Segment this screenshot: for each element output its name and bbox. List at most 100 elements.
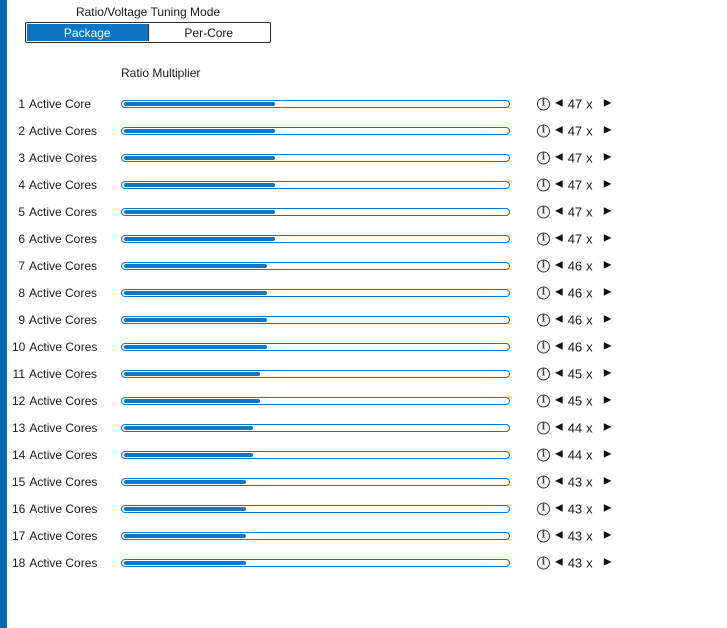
info-icon[interactable]: i [537, 151, 550, 164]
ratio-value-group: 43 x [568, 501, 599, 516]
ratio-slider[interactable] [121, 450, 510, 459]
active-core-row: 2 Active Cores i ◀ 47 x ▶ [0, 117, 727, 144]
core-count: 2 [18, 123, 25, 138]
decrease-ratio-button[interactable]: ◀ [555, 502, 563, 514]
core-count-suffix: Active Cores [29, 123, 98, 138]
increase-ratio-button[interactable]: ▶ [603, 232, 612, 244]
ratio-slider[interactable] [121, 342, 510, 351]
ratio-slider[interactable] [121, 396, 510, 405]
info-icon[interactable]: i [537, 475, 550, 488]
ratio-slider[interactable] [121, 153, 510, 162]
active-core-label: 16 Active Cores [12, 502, 97, 516]
info-icon[interactable]: i [537, 340, 550, 353]
ratio-slider[interactable] [121, 180, 510, 189]
info-icon[interactable]: i [537, 448, 550, 461]
decrease-ratio-button[interactable]: ◀ [555, 313, 563, 325]
ratio-slider[interactable] [121, 261, 510, 270]
ratio-value-group: 45 x [568, 393, 599, 408]
decrease-ratio-button[interactable]: ◀ [555, 232, 563, 244]
ratio-controls: i ◀ 47 x ▶ [537, 204, 611, 219]
info-icon[interactable]: i [537, 556, 550, 569]
ratio-slider[interactable] [121, 99, 510, 108]
core-count-suffix: Active Cores [29, 150, 98, 165]
ratio-slider-fill [124, 263, 268, 268]
increase-ratio-button[interactable]: ▶ [603, 529, 612, 541]
info-icon[interactable]: i [537, 124, 550, 137]
ratio-controls: i ◀ 45 x ▶ [537, 393, 611, 408]
increase-ratio-button[interactable]: ▶ [603, 259, 612, 271]
decrease-ratio-button[interactable]: ◀ [555, 475, 563, 487]
increase-ratio-button[interactable]: ▶ [603, 340, 612, 352]
decrease-ratio-button[interactable]: ◀ [555, 529, 563, 541]
increase-ratio-button[interactable]: ▶ [603, 448, 612, 460]
ratio-slider[interactable] [121, 126, 510, 135]
active-core-row: 14 Active Cores i ◀ 44 x ▶ [0, 441, 727, 468]
increase-ratio-button[interactable]: ▶ [603, 97, 612, 109]
increase-ratio-button[interactable]: ▶ [603, 475, 612, 487]
decrease-ratio-button[interactable]: ◀ [555, 340, 563, 352]
decrease-ratio-button[interactable]: ◀ [555, 556, 563, 568]
decrease-ratio-button[interactable]: ◀ [555, 178, 563, 190]
ratio-slider[interactable] [121, 207, 510, 216]
info-icon[interactable]: i [537, 232, 550, 245]
ratio-controls: i ◀ 43 x ▶ [537, 474, 611, 489]
increase-ratio-button[interactable]: ▶ [603, 556, 612, 568]
increase-ratio-button[interactable]: ▶ [603, 313, 612, 325]
increase-ratio-button[interactable]: ▶ [603, 178, 612, 190]
ratio-slider[interactable] [121, 423, 510, 432]
info-icon[interactable]: i [537, 286, 550, 299]
ratio-slider[interactable] [121, 315, 510, 324]
increase-ratio-button[interactable]: ▶ [603, 502, 612, 514]
increase-ratio-button[interactable]: ▶ [603, 124, 612, 136]
increase-ratio-button[interactable]: ▶ [603, 205, 612, 217]
ratio-unit: x [586, 393, 593, 408]
core-count-suffix: Active Cores [29, 258, 98, 273]
decrease-ratio-button[interactable]: ◀ [555, 448, 563, 460]
info-icon[interactable]: i [537, 394, 550, 407]
core-count-suffix: Active Cores [29, 447, 98, 462]
ratio-controls: i ◀ 46 x ▶ [537, 285, 611, 300]
decrease-ratio-button[interactable]: ◀ [555, 421, 563, 433]
decrease-ratio-button[interactable]: ◀ [555, 286, 563, 298]
ratio-slider[interactable] [121, 288, 510, 297]
ratio-slider[interactable] [121, 504, 510, 513]
increase-ratio-button[interactable]: ▶ [603, 421, 612, 433]
active-core-row: 10 Active Cores i ◀ 46 x ▶ [0, 333, 727, 360]
ratio-slider[interactable] [121, 558, 510, 567]
info-icon[interactable]: i [537, 205, 550, 218]
ratio-value: 44 [567, 420, 583, 435]
decrease-ratio-button[interactable]: ◀ [555, 97, 563, 109]
tab-per-core[interactable]: Per-Core [147, 24, 269, 41]
info-icon[interactable]: i [537, 97, 550, 110]
increase-ratio-button[interactable]: ▶ [603, 286, 612, 298]
core-count-suffix: Active Cores [29, 393, 98, 408]
core-count: 13 [12, 420, 26, 435]
decrease-ratio-button[interactable]: ◀ [555, 205, 563, 217]
decrease-ratio-button[interactable]: ◀ [555, 259, 563, 271]
info-icon[interactable]: i [537, 502, 550, 515]
info-icon[interactable]: i [537, 313, 550, 326]
increase-ratio-button[interactable]: ▶ [603, 394, 612, 406]
ratio-controls: i ◀ 45 x ▶ [537, 366, 611, 381]
tab-package[interactable]: Package [27, 24, 148, 41]
info-icon[interactable]: i [537, 421, 550, 434]
active-core-label: 8 Active Cores [12, 286, 97, 300]
info-icon[interactable]: i [537, 529, 550, 542]
decrease-ratio-button[interactable]: ◀ [555, 151, 563, 163]
decrease-ratio-button[interactable]: ◀ [555, 367, 563, 379]
info-icon[interactable]: i [537, 259, 550, 272]
ratio-slider[interactable] [121, 477, 510, 486]
info-icon[interactable]: i [537, 367, 550, 380]
decrease-ratio-button[interactable]: ◀ [555, 394, 563, 406]
ratio-value: 47 [567, 204, 583, 219]
ratio-slider[interactable] [121, 234, 510, 243]
ratio-value-group: 47 x [568, 204, 599, 219]
ratio-controls: i ◀ 43 x ▶ [537, 555, 611, 570]
ratio-slider[interactable] [121, 531, 510, 540]
decrease-ratio-button[interactable]: ◀ [555, 124, 563, 136]
ratio-slider[interactable] [121, 369, 510, 378]
increase-ratio-button[interactable]: ▶ [603, 367, 612, 379]
info-icon[interactable]: i [537, 178, 550, 191]
ratio-unit: x [586, 420, 593, 435]
increase-ratio-button[interactable]: ▶ [603, 151, 612, 163]
